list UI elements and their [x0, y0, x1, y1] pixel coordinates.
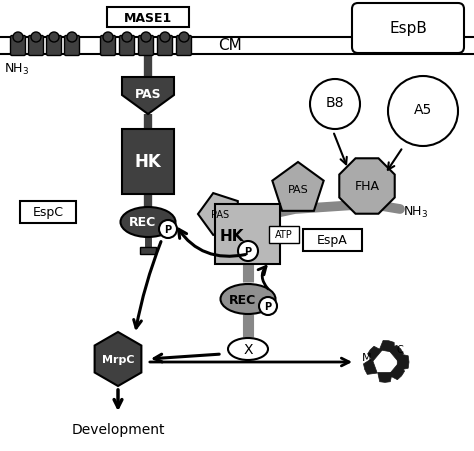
Polygon shape [388, 345, 403, 361]
Text: REC: REC [129, 216, 156, 229]
Text: A5: A5 [414, 103, 432, 117]
Circle shape [122, 33, 132, 43]
Polygon shape [95, 332, 141, 386]
Circle shape [159, 221, 177, 239]
Circle shape [67, 33, 77, 43]
FancyBboxPatch shape [303, 230, 362, 252]
FancyBboxPatch shape [10, 37, 26, 56]
Text: HK: HK [220, 229, 244, 244]
Ellipse shape [228, 338, 268, 360]
Text: NH$_3$: NH$_3$ [403, 204, 428, 219]
Polygon shape [397, 354, 409, 371]
FancyBboxPatch shape [119, 37, 135, 56]
Circle shape [259, 297, 277, 315]
FancyBboxPatch shape [176, 37, 191, 56]
Circle shape [141, 33, 151, 43]
FancyBboxPatch shape [100, 37, 116, 56]
Polygon shape [378, 373, 392, 382]
FancyBboxPatch shape [138, 37, 154, 56]
Circle shape [13, 33, 23, 43]
Text: ATP: ATP [275, 230, 293, 239]
Polygon shape [379, 341, 394, 353]
Polygon shape [122, 78, 174, 115]
Bar [215, 205, 280, 264]
Text: NH$_3$: NH$_3$ [4, 62, 29, 77]
Polygon shape [198, 193, 238, 235]
Text: P: P [245, 246, 252, 257]
Text: EspC: EspC [33, 206, 64, 219]
Text: EspA: EspA [317, 234, 347, 247]
Polygon shape [368, 346, 382, 361]
Text: REC: REC [229, 293, 256, 306]
Circle shape [388, 77, 458, 147]
Text: PAS: PAS [288, 184, 309, 194]
FancyBboxPatch shape [20, 202, 76, 224]
Text: EspB: EspB [389, 22, 427, 37]
Text: FHA: FHA [355, 180, 380, 193]
Text: CM: CM [218, 38, 242, 53]
Circle shape [103, 33, 113, 43]
Text: M: M [362, 352, 372, 362]
FancyBboxPatch shape [157, 37, 173, 56]
Polygon shape [364, 359, 377, 375]
Bar [122, 130, 174, 194]
Ellipse shape [220, 285, 275, 314]
Text: Development: Development [71, 422, 165, 436]
Text: X: X [243, 342, 253, 356]
Bar [140, 248, 156, 254]
FancyBboxPatch shape [28, 37, 44, 56]
Polygon shape [273, 163, 324, 212]
Polygon shape [389, 364, 405, 380]
Text: MASE1: MASE1 [124, 11, 172, 24]
FancyBboxPatch shape [64, 37, 80, 56]
Text: P: P [264, 301, 272, 311]
Text: HK: HK [135, 152, 161, 170]
Polygon shape [339, 159, 395, 214]
Circle shape [179, 33, 189, 43]
Text: B8: B8 [326, 96, 344, 110]
FancyBboxPatch shape [352, 4, 464, 54]
Circle shape [31, 33, 41, 43]
Text: P: P [164, 225, 172, 235]
Ellipse shape [120, 207, 175, 238]
Text: MrpC: MrpC [102, 354, 134, 364]
FancyBboxPatch shape [107, 8, 189, 28]
Text: C: C [397, 344, 403, 354]
Circle shape [49, 33, 59, 43]
Circle shape [160, 33, 170, 43]
Text: PAS: PAS [135, 88, 161, 101]
FancyBboxPatch shape [269, 226, 299, 244]
Circle shape [238, 241, 258, 262]
Text: PAS: PAS [211, 210, 229, 220]
Circle shape [310, 80, 360, 130]
FancyBboxPatch shape [46, 37, 62, 56]
